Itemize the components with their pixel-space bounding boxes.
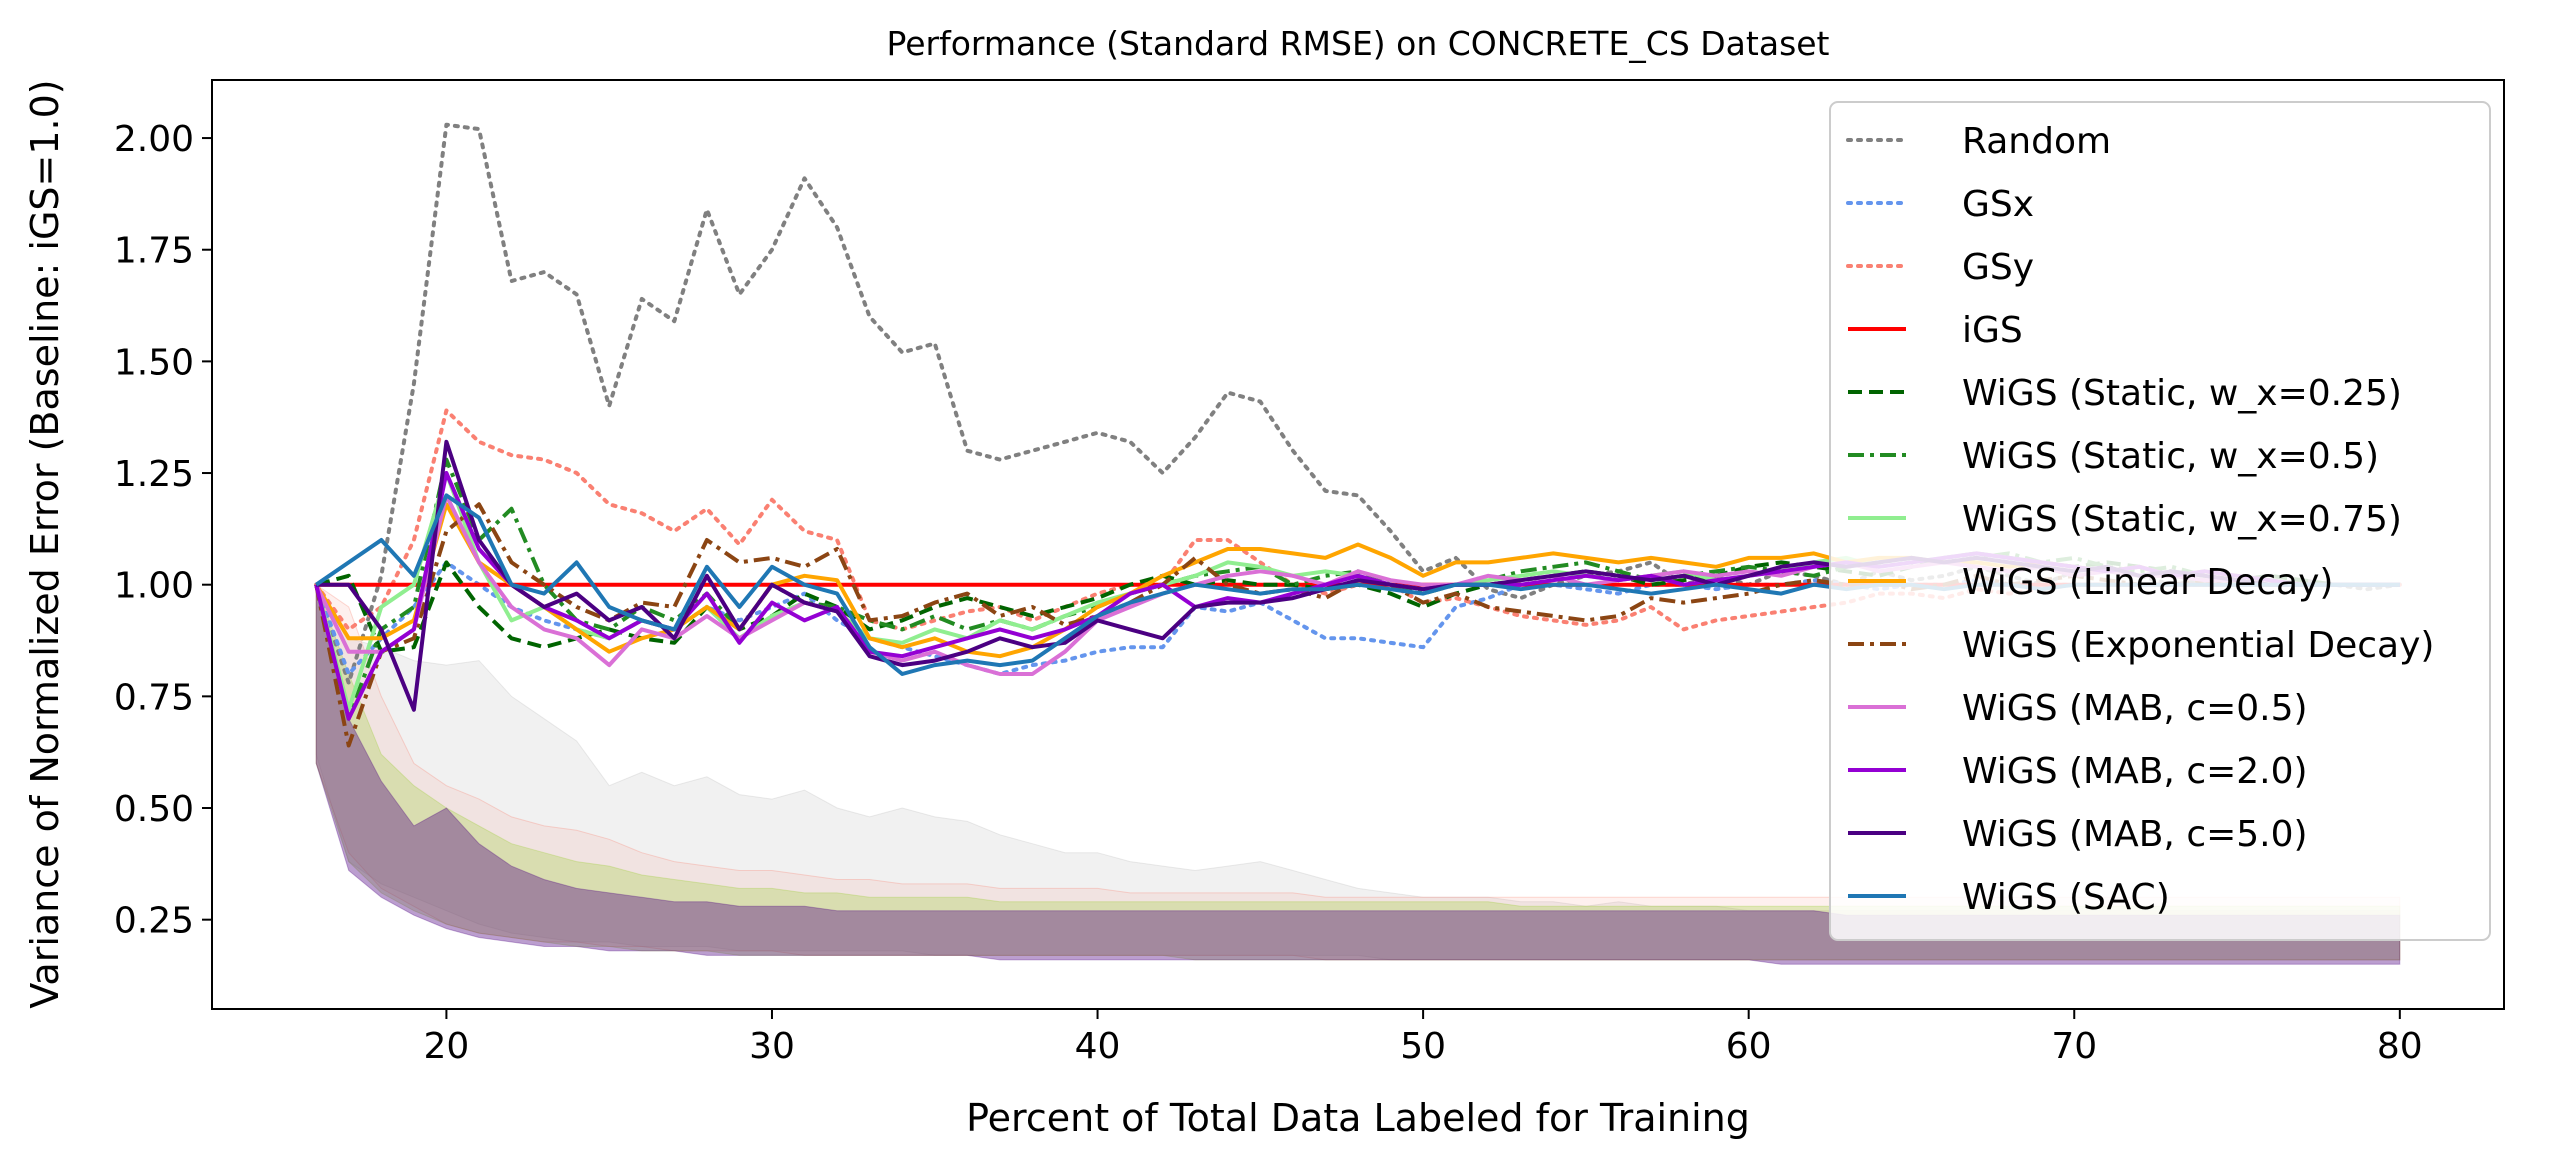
y-tick-label: 1.25	[114, 454, 194, 495]
x-axis-ticks: 20 30 40 50 60 70 80	[424, 1009, 2423, 1067]
legend-label: WiGS (SAC)	[1962, 877, 2170, 918]
legend-label: WiGS (Exponential Decay)	[1962, 625, 2434, 666]
y-axis-ticks: 0.25 0.50 0.75 1.00 1.25 1.50 1.75 2.00	[114, 119, 212, 942]
x-tick-label: 80	[2377, 1026, 2423, 1067]
y-tick-label: 0.25	[114, 901, 194, 942]
legend-label: WiGS (Linear Decay)	[1962, 562, 2333, 603]
series-line-1	[314, 122, 2402, 685]
legend-label: WiGS (MAB, c=5.0)	[1962, 814, 2308, 855]
y-axis-label: Variance of Normalized Error (Baseline: …	[23, 79, 67, 1008]
legend-label: WiGS (Static, w_x=0.75)	[1962, 499, 2402, 540]
x-axis-label: Percent of Total Data Labeled for Traini…	[966, 1096, 1750, 1140]
y-tick-label: 0.75	[114, 677, 194, 718]
legend-label: WiGS (Static, w_x=0.5)	[1962, 436, 2379, 477]
y-tick-label: 1.75	[114, 231, 194, 272]
y-tick-label: 0.50	[114, 789, 194, 830]
x-tick-label: 20	[424, 1026, 470, 1067]
y-tick-label: 1.50	[114, 342, 194, 383]
legend-label: GSx	[1962, 184, 2034, 225]
x-tick-label: 50	[1400, 1026, 1446, 1067]
x-tick-label: 70	[2051, 1026, 2097, 1067]
y-tick-label: 1.00	[114, 566, 194, 607]
x-tick-label: 30	[749, 1026, 795, 1067]
legend-label: WiGS (MAB, c=0.5)	[1962, 688, 2308, 729]
legend-label: Random	[1962, 121, 2111, 162]
legend-box	[1829, 101, 2491, 941]
x-tick-label: 40	[1075, 1026, 1121, 1067]
y-tick-label: 2.00	[114, 119, 194, 160]
legend: Random GSx GSy iGS WiGS (Static, w_x=0.25) Wi…	[1829, 101, 2491, 941]
legend-label: iGS	[1962, 310, 2023, 351]
chart-title: Performance (Standard RMSE) on CONCRETE_…	[887, 24, 1830, 63]
x-tick-label: 60	[1726, 1026, 1772, 1067]
variance-band-1	[315, 582, 2401, 961]
legend-label: GSy	[1962, 247, 2034, 288]
plot-frame	[211, 79, 2505, 1010]
legend-label: WiGS (Static, w_x=0.25)	[1962, 373, 2402, 414]
legend-label: WiGS (MAB, c=2.0)	[1962, 751, 2308, 792]
